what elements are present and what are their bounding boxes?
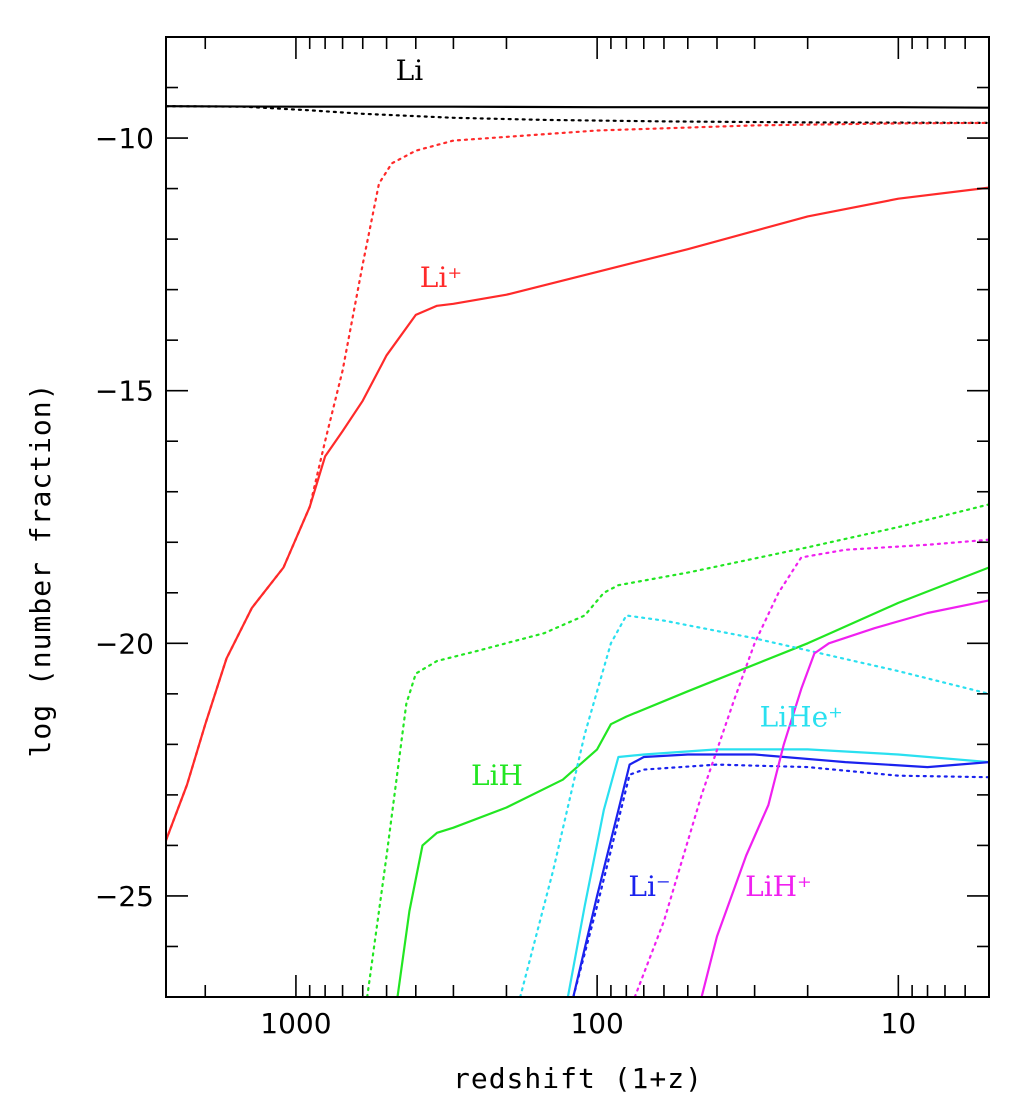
series-line-LiH bbox=[396, 566, 989, 997]
y-tick-label: −25 bbox=[95, 880, 154, 913]
y-tick-label: −20 bbox=[95, 627, 154, 660]
x-tick-label: 10 bbox=[881, 1007, 917, 1040]
series-line-LiHe+ bbox=[566, 748, 989, 997]
series-line-LiH+-dotted bbox=[633, 538, 989, 997]
y-tick-label: −15 bbox=[95, 375, 154, 408]
series-line-Li- bbox=[572, 753, 989, 997]
y-tick-label: −10 bbox=[95, 122, 154, 155]
label-layer: −10 −15 −20 −25 1000 100 10 Li Li⁺ LiH LiHe⁺ Li⁻ LiH… bbox=[95, 54, 916, 1040]
series-line-Li--dotted bbox=[572, 763, 989, 997]
series-line-LiHe+-dotted bbox=[519, 614, 989, 997]
series-label-Li+: Li⁺ bbox=[420, 261, 462, 294]
series-label-LiH: LiH bbox=[471, 759, 523, 792]
series-label-Li-: Li⁻ bbox=[628, 870, 670, 903]
series-label-LiHe+: LiHe⁺ bbox=[760, 701, 843, 734]
series-line-LiH+ bbox=[700, 599, 989, 997]
y-axis-title: log (number fraction) bbox=[24, 382, 57, 757]
series-label-LiH+: LiH⁺ bbox=[745, 870, 812, 903]
series-label-Li: Li bbox=[396, 54, 424, 87]
series-line-Li+ bbox=[166, 186, 989, 841]
x-axis-title: redshift (1+z) bbox=[453, 1062, 703, 1095]
tick-layer bbox=[166, 36, 990, 998]
plot-frame bbox=[165, 36, 990, 998]
series-layer bbox=[166, 105, 989, 997]
series-line-Li-dotted bbox=[166, 105, 989, 124]
x-tick-label: 100 bbox=[570, 1007, 623, 1040]
x-tick-label: 1000 bbox=[260, 1007, 331, 1040]
series-line-Li bbox=[166, 105, 989, 109]
series-line-Li+-dotted bbox=[166, 121, 989, 842]
series-line-LiH-dotted bbox=[366, 503, 989, 997]
